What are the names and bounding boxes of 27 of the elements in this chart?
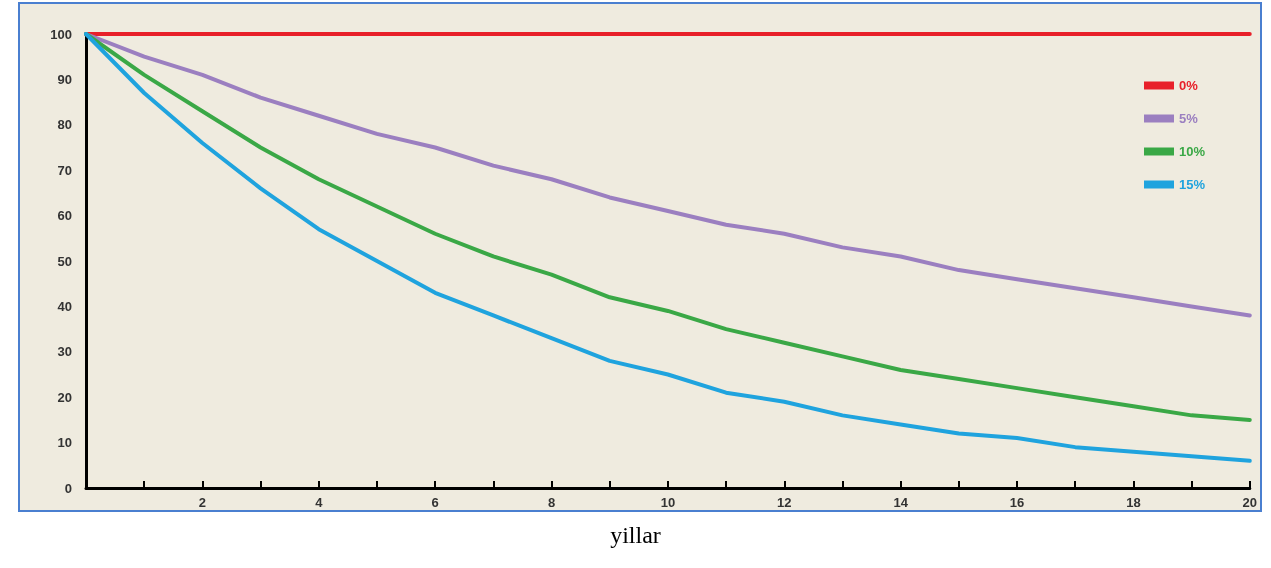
x-tick-label: 18 [1126,495,1141,510]
y-tick-label: 50 [57,253,72,269]
x-axis-title: yillar [609,522,662,549]
y-tick-label: 40 [57,298,72,314]
legend-label: 10% [1178,144,1206,159]
x-tick-label: 10 [660,495,676,510]
legend-label: 15% [1178,177,1206,192]
y-tick-label: 10 [57,435,72,451]
y-tick-label: 20 [57,389,72,405]
y-tick-label: 60 [57,208,72,224]
line-series [84,32,1252,318]
x-tick-label: 6 [431,495,439,510]
y-tick-label: 90 [57,71,72,87]
x-tick-label: 8 [547,495,556,510]
x-tick-label: 14 [893,495,909,510]
legend-label: 5% [1178,111,1199,126]
y-tick-label: 0 [64,480,72,496]
legend-label: 0% [1178,78,1199,93]
x-tick-label: 2 [198,495,206,510]
y-tick-label: 30 [57,344,72,360]
x-tick-label: 12 [777,495,792,510]
y-tick-label: 70 [57,162,72,178]
y-tick-label: 80 [57,117,72,133]
x-tick-label: 16 [1009,495,1025,510]
x-tick-label: 4 [315,495,324,510]
x-tick-label: 20 [1242,495,1257,510]
y-tick-label: 100 [50,26,72,42]
